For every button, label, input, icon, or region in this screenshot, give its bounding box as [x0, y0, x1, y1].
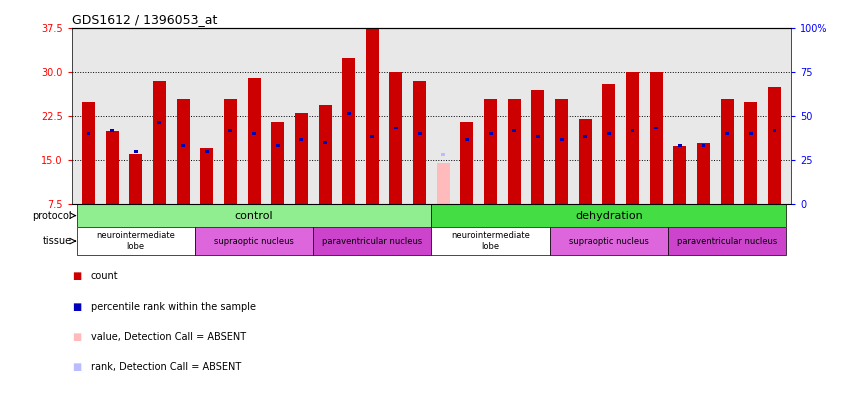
Bar [129, 154, 142, 204]
Bar [701, 144, 706, 147]
Text: paraventricular nucleus: paraventricular nucleus [322, 237, 422, 245]
Bar [437, 163, 450, 204]
Bar [668, 227, 786, 255]
Bar [654, 126, 658, 130]
Text: neurointermediate
lobe: neurointermediate lobe [451, 231, 530, 251]
Bar [579, 119, 591, 204]
Bar [82, 102, 95, 204]
Bar [86, 132, 91, 135]
Bar [583, 135, 587, 138]
Bar [365, 28, 379, 204]
Text: ■: ■ [72, 302, 81, 312]
Bar [508, 99, 521, 204]
Bar [650, 72, 662, 204]
Bar [153, 81, 166, 204]
Bar [272, 122, 284, 204]
Bar [418, 132, 421, 135]
Bar [157, 121, 162, 124]
Bar [744, 102, 757, 204]
Bar [313, 227, 431, 255]
Bar [342, 58, 355, 204]
Bar [431, 227, 550, 255]
Bar [626, 72, 639, 204]
Bar [295, 113, 308, 204]
Bar [749, 132, 753, 135]
Bar [531, 90, 545, 204]
Bar [205, 150, 209, 153]
Bar [630, 130, 634, 132]
Bar [134, 150, 138, 153]
Bar [489, 132, 492, 135]
Bar [536, 135, 540, 138]
Text: neurointermediate
lobe: neurointermediate lobe [96, 231, 175, 251]
Bar [602, 84, 615, 204]
Bar [347, 112, 350, 115]
Text: supraoptic nucleus: supraoptic nucleus [214, 237, 294, 245]
Text: count: count [91, 271, 118, 281]
Text: percentile rank within the sample: percentile rank within the sample [91, 302, 255, 312]
Bar [276, 144, 280, 147]
Bar [195, 227, 313, 255]
Text: ■: ■ [72, 271, 81, 281]
Bar [550, 227, 668, 255]
Bar [465, 138, 469, 141]
Bar [413, 81, 426, 204]
Bar [248, 78, 261, 204]
Text: ■: ■ [72, 362, 81, 373]
Bar [768, 87, 781, 204]
Bar [201, 149, 213, 204]
Text: protocol: protocol [32, 211, 71, 221]
Text: value, Detection Call = ABSENT: value, Detection Call = ABSENT [91, 332, 245, 342]
Bar [678, 144, 682, 147]
Bar [555, 99, 568, 204]
Bar [607, 132, 611, 135]
Text: supraoptic nucleus: supraoptic nucleus [569, 237, 649, 245]
Text: control: control [234, 211, 273, 221]
Bar [772, 130, 777, 132]
Bar [252, 132, 256, 135]
Text: tissue: tissue [42, 236, 71, 246]
Bar [442, 153, 445, 156]
Bar [389, 72, 403, 204]
Bar [697, 143, 710, 204]
Bar [181, 144, 185, 147]
Bar [431, 204, 786, 227]
Text: rank, Detection Call = ABSENT: rank, Detection Call = ABSENT [91, 362, 241, 373]
Text: ■: ■ [72, 332, 81, 342]
Bar [725, 132, 729, 135]
Bar [721, 99, 733, 204]
Bar [460, 122, 474, 204]
Bar [484, 99, 497, 204]
Text: paraventricular nucleus: paraventricular nucleus [677, 237, 777, 245]
Bar [177, 99, 190, 204]
Bar [228, 130, 233, 132]
Bar [110, 130, 114, 132]
Bar [673, 145, 686, 204]
Bar [323, 141, 327, 144]
Bar [77, 204, 431, 227]
Bar [559, 138, 563, 141]
Bar [513, 130, 516, 132]
Bar [318, 104, 332, 204]
Bar [106, 131, 118, 204]
Bar [77, 227, 195, 255]
Bar [224, 99, 237, 204]
Text: dehydration: dehydration [575, 211, 643, 221]
Bar [299, 138, 304, 141]
Bar [394, 126, 398, 130]
Bar [371, 135, 374, 138]
Text: GDS1612 / 1396053_at: GDS1612 / 1396053_at [72, 13, 217, 26]
